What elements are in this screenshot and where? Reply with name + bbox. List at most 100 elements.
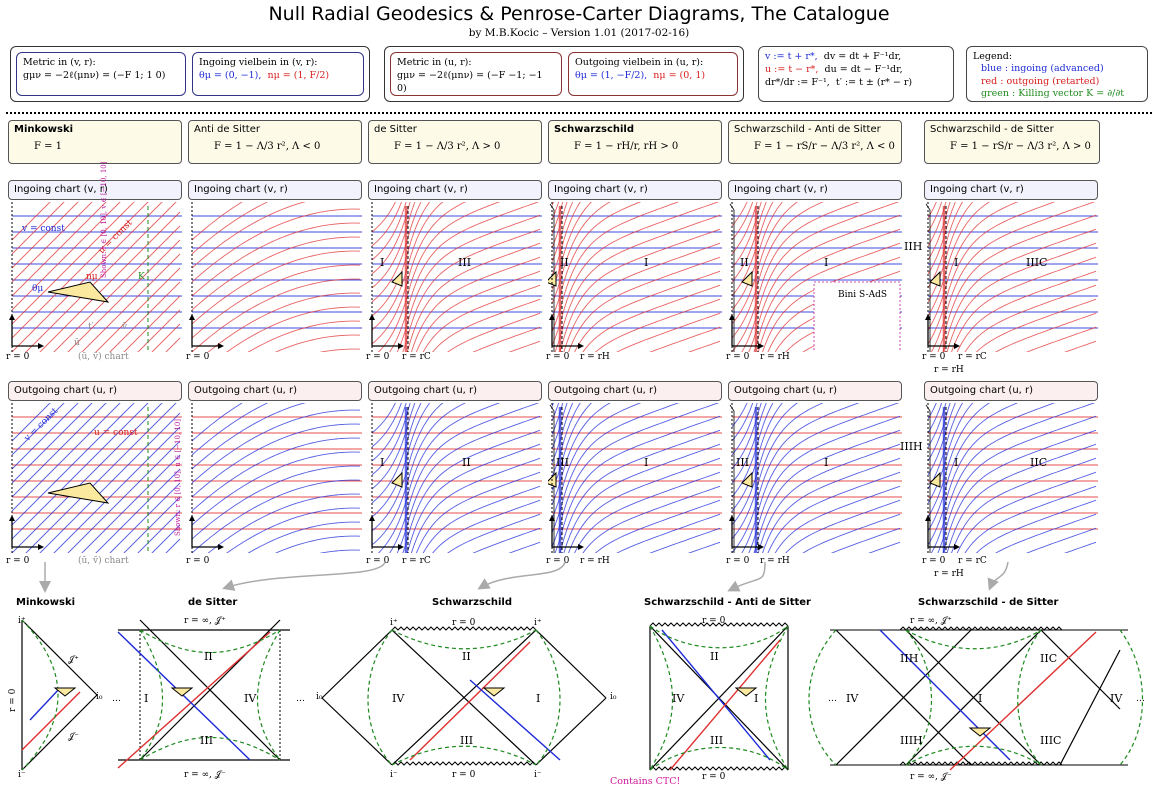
geodesic-curve (319, 348, 361, 352)
connector-arrows (39, 561, 1009, 593)
shown-range-label: Shown: r ∈ [0, 10], u ∈ [−10, 10] (174, 418, 182, 536)
penrose-title: de Sitter (188, 597, 238, 608)
geodesic-curve (731, 403, 860, 553)
geodesic-curve (402, 228, 541, 352)
geodesic-curve (123, 295, 181, 352)
region-label: I (954, 456, 959, 469)
region-label: IIC (1030, 456, 1048, 469)
geodesic-curve (551, 403, 568, 449)
rh-label: r = rH (580, 352, 610, 362)
geodesic-curve (371, 202, 444, 331)
singularity-zigzag (729, 203, 735, 352)
vielbein-out-theta: θμ = (1, −F/2), (575, 69, 648, 81)
geodesic-curve (551, 403, 592, 491)
n-label: nμ (86, 272, 98, 282)
r-zero-label: r = 0 (702, 772, 726, 782)
r-axis-arrow (218, 544, 224, 550)
geodesic-curve (748, 415, 901, 553)
du-definition: du = dt − F⁻¹dr, (824, 63, 903, 75)
penrose-title: Schwarzschild - Anti de Sitter (644, 597, 811, 608)
geodesic-curve (191, 465, 361, 540)
geodesic-curve (191, 236, 361, 311)
geodesic-curve (191, 409, 361, 484)
geodesic-curve (927, 202, 964, 289)
light-cone (170, 687, 194, 697)
geodesic-curve (741, 202, 900, 352)
geodesic-curve (582, 284, 721, 352)
geodesic-lines (9, 202, 182, 352)
singularity-top (899, 626, 1063, 631)
ingoing-chart-label: Ingoing chart (v, r) (188, 180, 362, 200)
geodesic-curve (415, 270, 541, 352)
geodesic-curve (472, 326, 541, 352)
geodesic-curve (741, 403, 900, 553)
geodesic-curve (731, 202, 774, 297)
ingoing-ray (469, 679, 561, 761)
geodesic-curve (551, 403, 642, 519)
v-axis-arrow (369, 314, 375, 320)
horizon-diagonal (835, 629, 972, 766)
outgoing-ray (117, 631, 271, 769)
light-cone-triangle (391, 270, 403, 287)
geodesic-curve (830, 527, 901, 553)
r-inf-scri-plus: r = ∞, 𝒥⁺ (184, 616, 226, 626)
metric-v-formula: gμν = −2ℓ(μnν) = (−F 1; 1 0) (23, 69, 166, 81)
header-de-sitter: de Sitter F = 1 − Λ/3 r², Λ > 0 (368, 120, 542, 164)
region-label: II (204, 650, 213, 663)
region-label: I (824, 256, 829, 269)
region-label: IIIC (1040, 734, 1062, 747)
scri-plus-label: 𝒥⁺ (68, 655, 79, 665)
geodesic-curve (371, 403, 402, 448)
singularity-top (391, 626, 537, 631)
geodesic-lines (925, 403, 1098, 553)
geodesic-curve (11, 403, 107, 498)
geodesic-curve (731, 202, 798, 325)
de-sitter-outgoing-plot (368, 403, 542, 553)
geodesic-curve (81, 454, 181, 553)
geodesic-curve (191, 202, 306, 269)
region-label: IIH (900, 652, 919, 665)
region-label: IIC (1040, 652, 1058, 665)
singularity-zigzag (925, 203, 931, 352)
v-axis-arrow (549, 515, 555, 521)
geodesic-curve (371, 202, 422, 303)
geodesic-curve (731, 403, 774, 498)
geodesic-curve (927, 403, 951, 462)
killing-orbit (391, 629, 537, 650)
chart-label: (ū, v̄) chart (78, 556, 129, 566)
tprime-definition: t′ := t ± (r* − r) (835, 76, 913, 88)
geodesic-curve (946, 242, 1097, 352)
geodesic-curve (67, 239, 181, 352)
outgoing-ray (669, 639, 781, 771)
ingoing-ray (117, 631, 251, 761)
geodesic-curve (551, 403, 680, 533)
r-axis-arrow (38, 544, 44, 550)
geodesic-curve (927, 202, 991, 317)
v-axis-arrow (549, 314, 555, 320)
light-cone-triangle (47, 281, 110, 303)
schwarzschild-ingoing-plot (548, 202, 722, 352)
geodesic-curve (371, 403, 422, 504)
outgoing-ray (949, 631, 1097, 771)
geodesic-curve (731, 202, 824, 339)
region-label: I (824, 456, 829, 469)
v-axis-arrow (9, 515, 15, 521)
geodesic-curve (964, 485, 1097, 553)
vielbein-in-box: Ingoing vielbein in (v, r): θμ = (0, −1)… (192, 52, 364, 96)
geodesic-curve (137, 309, 181, 352)
geodesic-curve (731, 403, 783, 512)
outgoing-ray (21, 691, 81, 751)
geodesic-curve (191, 437, 361, 512)
outgoing-chart-label: Outgoing chart (u, r) (548, 381, 722, 401)
spacetime-name: Anti de Sitter (194, 124, 260, 135)
r-axis-arrow (758, 544, 764, 550)
r-zero-label: r = 0 (546, 556, 570, 566)
geodesic-curve (551, 403, 560, 421)
geodesic-curve (53, 225, 181, 352)
u-const-label: u = const (94, 428, 138, 438)
metric-u-formula: gμν = −2ℓ(μnν) = (−F −1; −1 0) (397, 69, 543, 94)
rh-label: r = rH (760, 352, 790, 362)
spacetime-name: de Sitter (374, 124, 417, 135)
ingoing-chart-label: Ingoing chart (v, r) (8, 180, 182, 200)
light-cone-triangle (741, 471, 753, 488)
